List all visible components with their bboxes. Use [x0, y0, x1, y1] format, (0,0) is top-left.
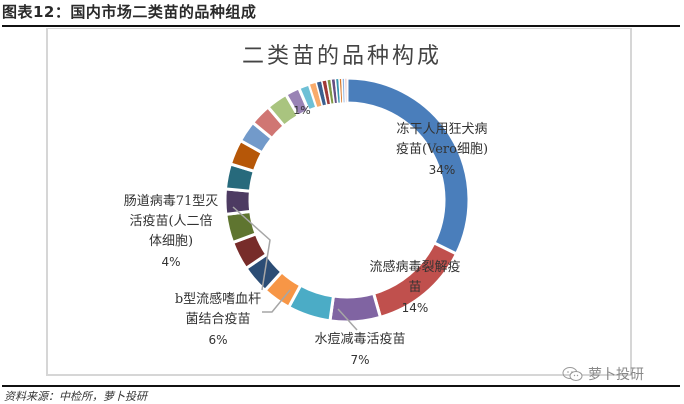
label-varicella: 水痘减毒活疫苗 7%	[300, 330, 420, 370]
label-hib-line2: 菌结合疫苗	[185, 312, 251, 327]
label-ev71-line1: 肠道病毒71型灭	[123, 194, 219, 209]
label-ev71-line2: 活疫苗(人二倍	[129, 214, 213, 229]
varicella-leader-line	[337, 308, 358, 331]
bottom-rule	[2, 385, 680, 387]
source-note: 资料来源：中检所，萝卜投研	[4, 390, 147, 403]
label-hib: b型流感嗜血杆 菌结合疫苗 6%	[158, 290, 278, 350]
ev71-leader-line	[232, 206, 271, 291]
donut-slice	[344, 77, 348, 104]
label-rabies-line2: 疫苗(Vero细胞)	[395, 142, 489, 157]
top-rule	[2, 25, 680, 27]
figure-title: 图表12：国内市场二类苗的品种组成	[2, 3, 257, 21]
label-hib-line1: b型流感嗜血杆	[174, 292, 262, 307]
chart-title: 二类苗的品种构成	[241, 44, 442, 69]
leader-lines	[232, 206, 358, 331]
label-flu: 流感病毒裂解疫 苗 14%	[350, 258, 480, 318]
label-flu-line2: 苗	[408, 280, 422, 295]
hib-leader-line	[262, 289, 291, 313]
label-flu-pct: 14%	[401, 301, 429, 315]
label-small-slice: 1%	[290, 104, 314, 118]
label-small-pct: 1%	[293, 104, 311, 117]
label-varicella-pct: 7%	[350, 353, 370, 367]
label-rabies: 冻干人用狂犬病 疫苗(Vero细胞) 34%	[372, 120, 512, 180]
watermark-text: 萝卜投研	[588, 367, 644, 383]
label-rabies-line1: 冻干人用狂犬病	[396, 122, 488, 137]
watermark: 萝卜投研	[562, 364, 644, 384]
label-rabies-pct: 34%	[428, 163, 456, 177]
label-ev71: 肠道病毒71型灭 活疫苗(人二倍 体细胞) 4%	[108, 192, 234, 272]
label-hib-pct: 6%	[208, 333, 228, 347]
label-ev71-line3: 体细胞)	[148, 234, 194, 249]
label-varicella-line1: 水痘减毒活疫苗	[314, 332, 406, 347]
label-flu-line1: 流感病毒裂解疫	[369, 260, 461, 275]
wechat-icon	[562, 366, 584, 382]
label-ev71-pct: 4%	[161, 255, 181, 269]
